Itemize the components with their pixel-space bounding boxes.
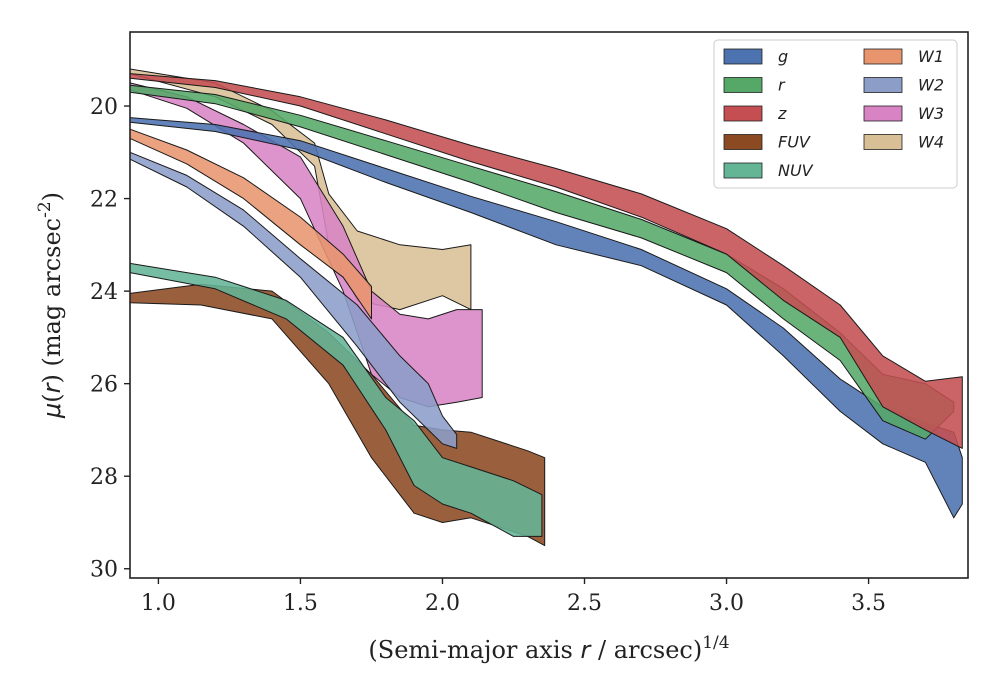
legend-label-nuv: NUV <box>778 161 814 180</box>
legend-swatch-w2 <box>863 77 903 93</box>
x-tick-label: 2.0 <box>425 591 460 616</box>
legend-swatch-g <box>723 48 763 65</box>
x-axis-label: (Semi-major axis r / arcsec)1/4 <box>368 633 729 664</box>
band-w1 <box>129 128 372 320</box>
legend-swatch-w4 <box>863 134 903 150</box>
legend-swatch-w3 <box>863 105 903 122</box>
legend-box <box>713 39 958 189</box>
band-z <box>129 73 963 449</box>
legend-label-z: z <box>777 104 787 123</box>
legend-swatch-w1 <box>863 48 903 65</box>
legend-swatch-fuv <box>723 134 763 150</box>
y-axis: 20 22 24 26 28 30 <box>90 95 130 583</box>
x-tick-label: 3.5 <box>851 591 886 616</box>
legend: grz FUV NUV W1 W2 W3 W4 <box>713 39 958 189</box>
y-tick-label: 26 <box>90 373 118 398</box>
legend-label-r: r <box>778 76 786 95</box>
legend-label-g: g <box>778 47 788 66</box>
band-w3 <box>129 82 483 408</box>
plot-frame <box>129 31 969 579</box>
legend-label-w4: W4 <box>918 133 944 152</box>
y-tick-label: 24 <box>90 280 118 305</box>
x-tick-label: 3.0 <box>709 591 744 616</box>
band-nuv <box>129 262 543 537</box>
x-tick-label: 2.5 <box>567 591 602 616</box>
band-w2 <box>129 151 458 449</box>
x-tick-label: 1.5 <box>283 591 318 616</box>
y-axis-label: μ(r) (mag arcsec-2) <box>35 192 66 419</box>
band-g <box>129 117 963 519</box>
legend-label-w2: W2 <box>918 76 944 95</box>
y-tick-label: 30 <box>90 558 118 583</box>
y-tick-label: 22 <box>90 188 118 213</box>
y-tick-label: 28 <box>90 465 118 490</box>
legend-label-w3: W3 <box>918 104 944 123</box>
y-tick-label: 20 <box>90 95 118 120</box>
x-tick-label: 1.0 <box>141 591 176 616</box>
legend-swatch-r <box>723 77 763 93</box>
x-axis: 1.0 1.5 2.0 2.5 3.0 3.5 <box>141 578 886 616</box>
legend-swatch-z <box>723 105 763 122</box>
legend-label-fuv: FUV <box>778 133 811 152</box>
band-layer <box>129 68 963 547</box>
legend-label-w1: W1 <box>918 47 944 66</box>
legend-swatch-nuv <box>723 162 763 179</box>
